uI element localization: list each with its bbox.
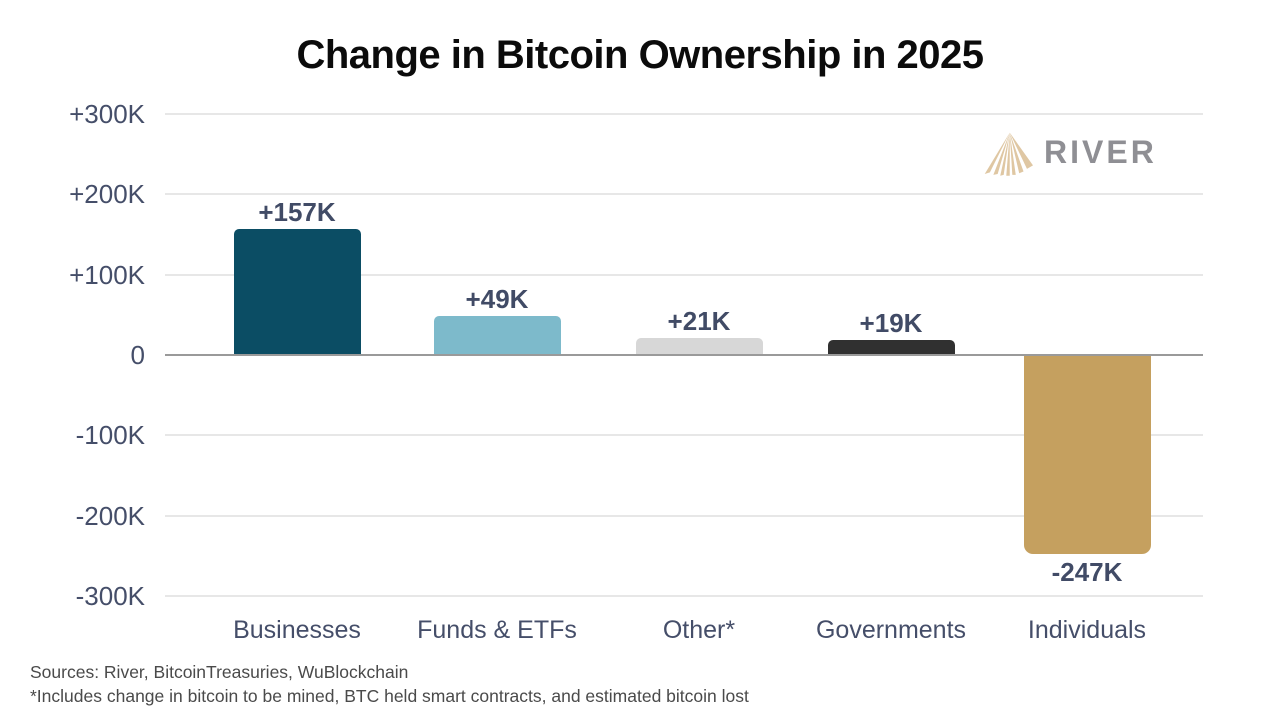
bar-value-label: -247K — [1051, 557, 1123, 588]
sources-text: Sources: River, BitcoinTreasuries, WuBlo… — [30, 662, 409, 682]
gridline — [165, 434, 1203, 437]
y-tick-label: +200K — [69, 179, 145, 210]
gridline — [165, 273, 1203, 276]
x-category-label: Funds & ETFs — [417, 616, 577, 644]
y-tick-label: -300K — [75, 581, 145, 611]
river-logo-text: RIVER — [1044, 134, 1157, 170]
bar-value-label: +157K — [258, 196, 336, 227]
chart-footer: Sources: River, BitcoinTreasuries, WuBlo… — [30, 660, 749, 708]
gridline — [165, 113, 1203, 115]
y-tick-label: 0 — [130, 340, 145, 370]
gridline — [165, 595, 1203, 597]
x-category-label: Other* — [662, 616, 736, 644]
gridline — [165, 193, 1203, 196]
zero-axis-line — [165, 354, 1203, 356]
river-fan-icon — [984, 132, 1033, 176]
chart-title: Change in Bitcoin Ownership in 2025 — [296, 33, 984, 77]
y-tick-label: +100K — [69, 259, 145, 290]
bar-other — [635, 338, 763, 355]
x-category-label: Businesses — [233, 616, 361, 644]
bar-funds-etfs — [433, 315, 561, 355]
bar-value-label: +21K — [667, 306, 731, 337]
y-tick-label: +300K — [69, 99, 145, 129]
footnote-text: *Includes change in bitcoin to be mined,… — [30, 686, 749, 706]
x-category-label: Individuals — [1027, 616, 1147, 644]
bar-governments — [827, 339, 955, 355]
bar-businesses — [233, 228, 361, 355]
y-tick-label: -100K — [75, 420, 145, 451]
y-tick-label: -200K — [75, 500, 145, 531]
bar-value-label: +19K — [859, 307, 923, 338]
river-logo: RIVER — [983, 129, 1157, 176]
x-category-label: Governments — [815, 616, 967, 644]
bar-value-label: +49K — [465, 283, 529, 314]
gridline — [165, 514, 1203, 517]
bar-individuals — [1023, 356, 1151, 555]
